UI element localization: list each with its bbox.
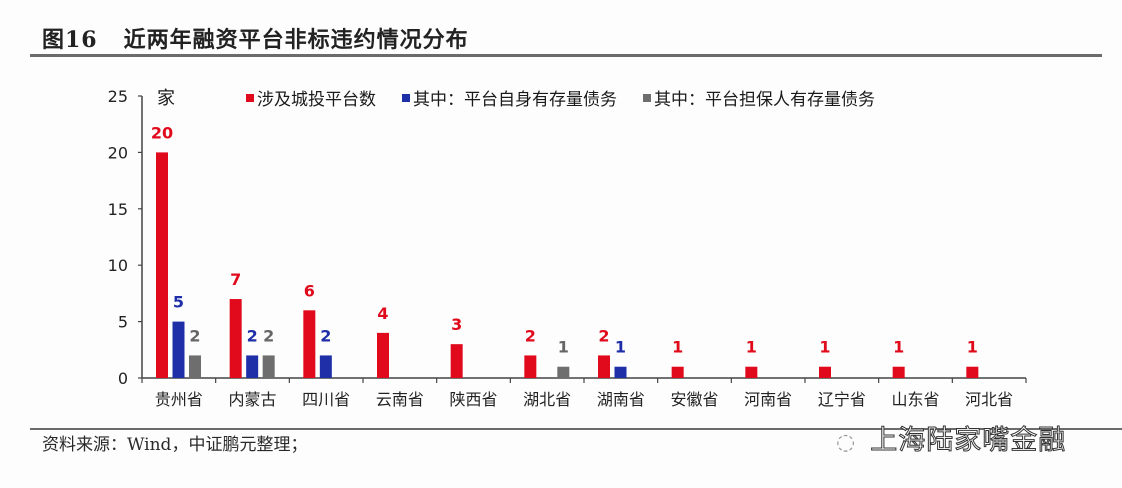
y-tick-label: 5 [118, 313, 128, 332]
source-note: 资料来源：Wind，中证鹏元整理； [42, 435, 308, 455]
value-label: 20 [151, 123, 173, 142]
bar-red [524, 355, 537, 378]
legend-label: 其中：平台自身有存量债务 [413, 90, 617, 110]
bar-gray [262, 355, 275, 378]
y-tick-label: 20 [108, 143, 128, 162]
bar-blue [172, 321, 185, 378]
category-label: 内蒙古 [228, 390, 276, 409]
bar-red [892, 366, 905, 378]
value-label: 1 [558, 338, 569, 357]
value-label: 5 [173, 293, 184, 312]
watermark-text: 上海陆家嘴金融 [870, 425, 1067, 457]
bar-blue [319, 355, 332, 378]
value-label: 1 [819, 338, 830, 357]
y-tick-label: 0 [118, 369, 128, 388]
bar-red [966, 366, 979, 378]
bar-red [156, 152, 168, 378]
value-label: 2 [525, 326, 536, 345]
category-label: 云南省 [376, 390, 424, 409]
figure-title: 近两年融资平台非标违约情况分布 [123, 27, 469, 53]
category-label: 河南省 [744, 390, 792, 409]
legend-swatch-gray [643, 93, 651, 102]
bar-red [450, 344, 463, 378]
category-label: 安徽省 [670, 390, 718, 409]
chart-title: 图16 近两年融资平台非标违约情况分布 [42, 22, 469, 54]
category-label: 湖南省 [597, 390, 645, 409]
category-label: 山东省 [891, 390, 939, 409]
value-label: 1 [746, 338, 757, 357]
value-label: 1 [672, 338, 683, 357]
value-label: 7 [230, 270, 241, 289]
y-axis-unit: 家 [157, 88, 175, 109]
value-label: 2 [263, 326, 274, 345]
wechat-icon: ◌ [836, 430, 857, 455]
y-tick-label: 15 [108, 200, 128, 219]
value-label: 2 [320, 326, 331, 345]
legend-item-series3: 其中：平台担保人有存量债务 [643, 85, 875, 110]
bar-blue [614, 366, 627, 378]
bar-red [229, 299, 242, 378]
value-label: 2 [598, 326, 609, 345]
value-label: 4 [377, 304, 388, 323]
value-label: 1 [967, 338, 978, 357]
category-label: 河北省 [965, 390, 1013, 409]
value-label: 3 [451, 315, 462, 334]
category-label: 陕西省 [449, 390, 497, 409]
watermark: ◌ 上海陆家嘴金融 [836, 418, 1066, 457]
title-divider [30, 54, 1102, 57]
figure-number: 图16 [42, 27, 98, 53]
value-label: 2 [247, 326, 258, 345]
legend: 涉及城投平台数 其中：平台自身有存量债务 其中：平台担保人有存量债务 [246, 85, 875, 110]
bar-red [303, 310, 316, 378]
category-label: 贵州省 [155, 390, 203, 409]
category-label: 四川省 [302, 390, 350, 409]
value-label: 1 [615, 338, 626, 357]
bar-red [598, 355, 610, 378]
bar-red [745, 366, 758, 378]
legend-swatch-red [246, 93, 254, 102]
bar-red [377, 332, 389, 378]
bar-blue [246, 355, 259, 378]
y-tick-label: 25 [108, 87, 128, 106]
bar-gray [557, 366, 570, 378]
legend-swatch-blue [402, 93, 410, 102]
legend-label: 其中：平台担保人有存量债务 [654, 90, 875, 110]
value-label: 1 [893, 338, 904, 357]
legend-item-series1: 涉及城投平台数 [246, 85, 376, 110]
legend-label: 涉及城投平台数 [257, 90, 376, 110]
value-label: 6 [304, 281, 315, 300]
legend-item-series2: 其中：平台自身有存量债务 [402, 85, 617, 110]
y-tick-label: 10 [108, 256, 128, 275]
bar-gray [189, 355, 201, 378]
category-label: 辽宁省 [818, 390, 866, 409]
bar-red [819, 366, 831, 378]
value-label: 2 [189, 326, 200, 345]
category-label: 湖北省 [523, 390, 571, 409]
bar-red [671, 366, 684, 378]
footer-divider [30, 428, 1122, 430]
